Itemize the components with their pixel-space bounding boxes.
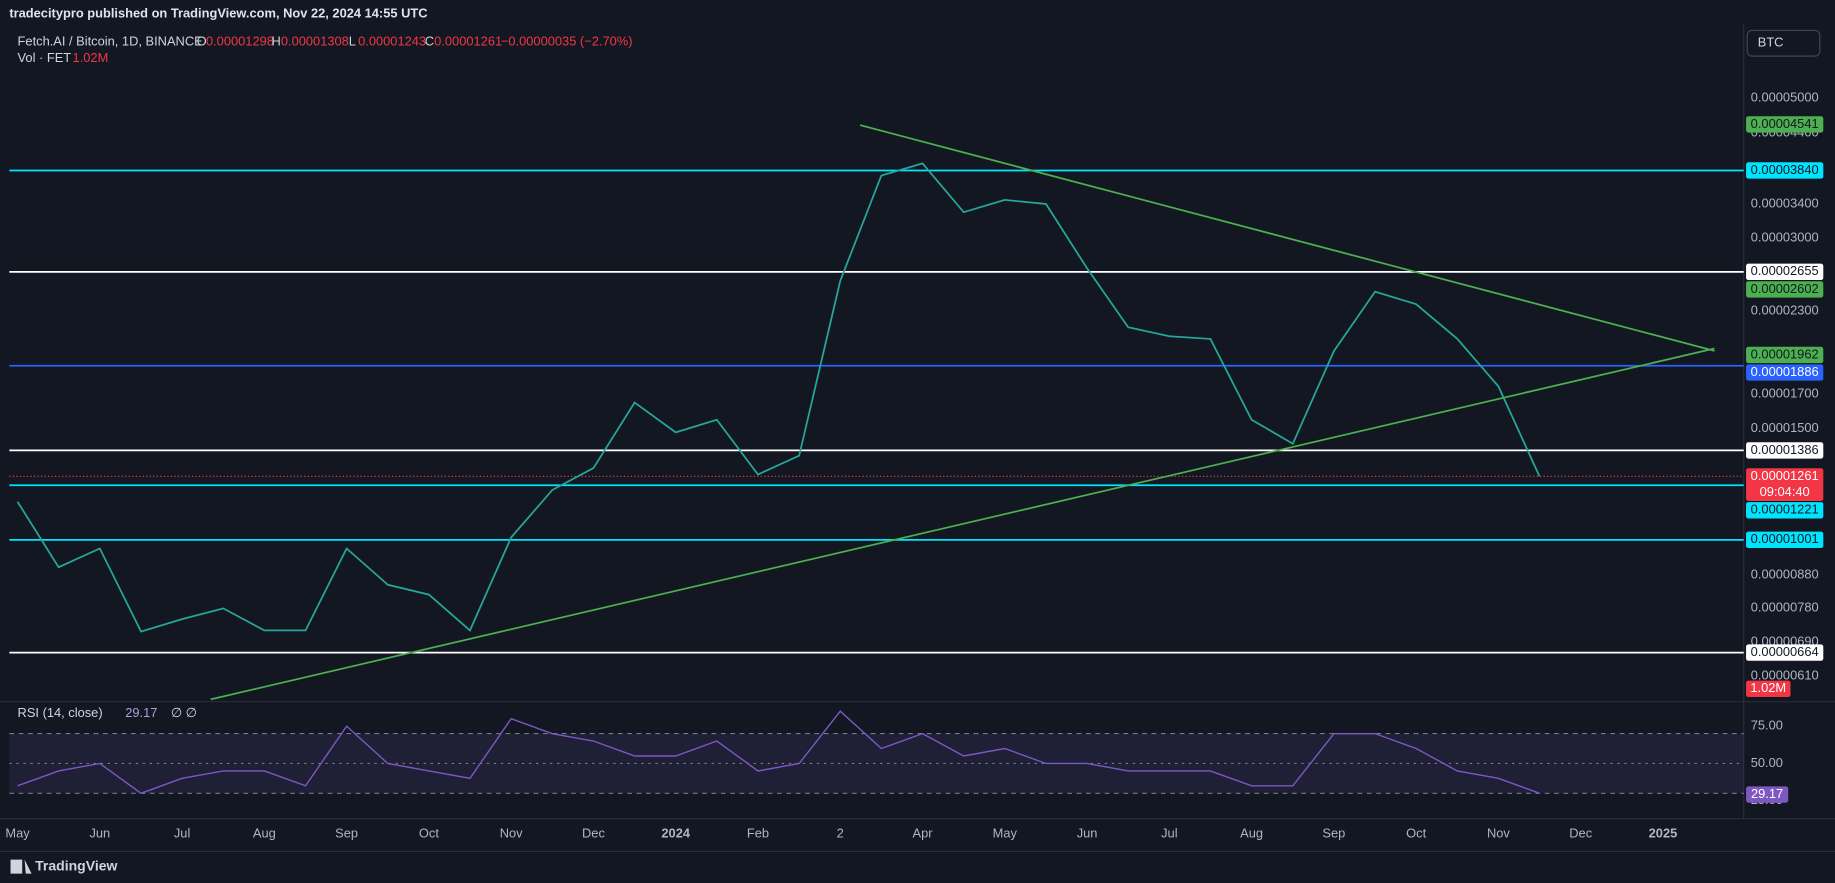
y-tick-label: 0.00003000 bbox=[1751, 230, 1819, 245]
price-badge bbox=[1746, 468, 1824, 501]
x-tick-label: 2024 bbox=[661, 825, 690, 840]
price-badge bbox=[1746, 502, 1824, 519]
logo bbox=[10, 859, 32, 874]
price-line bbox=[16, 162, 1541, 633]
footer-brand: TradingView bbox=[35, 857, 117, 873]
price-badge bbox=[1746, 263, 1824, 281]
x-tick-label: Jul bbox=[1161, 825, 1177, 840]
rsi-badge bbox=[1746, 786, 1789, 803]
rsi-line bbox=[17, 710, 1540, 795]
rsi-tick-label: 50.00 bbox=[1751, 755, 1783, 770]
symbol: Fetch.AI / Bitcoin, 1D, BINANCE bbox=[18, 33, 204, 48]
countdown: 09:04:40 bbox=[1760, 484, 1810, 499]
currency-button[interactable] bbox=[1746, 29, 1821, 57]
open: 0.00001298 bbox=[206, 33, 274, 48]
y-tick-label: 0.00001700 bbox=[1751, 386, 1819, 401]
volume-badge bbox=[1746, 680, 1791, 698]
trendline bbox=[210, 347, 1715, 701]
x-tick-label: Sep bbox=[335, 825, 358, 840]
x-tick-label: Nov bbox=[1487, 825, 1510, 840]
publisher: tradecitypro published on TradingView.co… bbox=[9, 5, 427, 20]
y-tick-label: 0.00000780 bbox=[1751, 600, 1819, 615]
price-badge-label: 0.00003840 bbox=[1751, 162, 1819, 177]
price-badge-label: 0.00004541 bbox=[1751, 116, 1819, 131]
y-tick-label: 0.00002300 bbox=[1751, 303, 1819, 318]
x-tick-label: Feb bbox=[747, 825, 769, 840]
x-tick-label: Oct bbox=[419, 825, 439, 840]
rsi-extra: ∅ ∅ bbox=[171, 705, 197, 720]
price-badge bbox=[1746, 531, 1824, 549]
price-badge-label: 0.00001962 bbox=[1751, 346, 1819, 361]
x-tick-label: Sep bbox=[1322, 825, 1345, 840]
open-label: O bbox=[197, 33, 207, 48]
rsi-value: 29.17 bbox=[125, 705, 157, 720]
rsi-tick-label: 75.00 bbox=[1751, 718, 1783, 733]
y-tick-label: 0.00000610 bbox=[1751, 667, 1819, 682]
rsi-badge-label: 29.17 bbox=[1751, 786, 1783, 801]
x-tick-label: Dec bbox=[582, 825, 605, 840]
x-tick-label: Jun bbox=[89, 825, 110, 840]
trendline bbox=[859, 124, 1715, 352]
price-badge bbox=[1746, 281, 1824, 298]
x-tick-label: Aug bbox=[253, 825, 276, 840]
x-tick-label: Apr bbox=[913, 825, 934, 840]
y-tick-label: 0.00001500 bbox=[1751, 420, 1819, 435]
x-tick-label: Jun bbox=[1077, 825, 1098, 840]
price-badge-label: 0.00001001 bbox=[1751, 531, 1819, 546]
x-tick-label: Oct bbox=[1406, 825, 1426, 840]
volume-label: Vol · FET bbox=[18, 50, 72, 65]
x-tick-label: Nov bbox=[500, 825, 523, 840]
low-label: L bbox=[349, 33, 356, 48]
x-tick-label: Aug bbox=[1240, 825, 1263, 840]
close: 0.00001261 bbox=[434, 33, 502, 48]
x-tick-label: 2 bbox=[837, 825, 844, 840]
price-badge-label: 0.00001261 bbox=[1751, 468, 1819, 483]
price-badge bbox=[1746, 162, 1824, 179]
change: −0.00000035 (−2.70%) bbox=[501, 33, 633, 48]
price-badge bbox=[1746, 116, 1824, 133]
price-badge bbox=[1746, 346, 1824, 364]
price-badge-label: 0.00001386 bbox=[1751, 442, 1819, 457]
price-badge bbox=[1746, 364, 1824, 381]
price-badge-label: 0.00000664 bbox=[1751, 644, 1819, 659]
y-tick-label: 0.00000880 bbox=[1751, 567, 1819, 582]
price-badge-label: 0.00002602 bbox=[1751, 281, 1819, 296]
x-tick-label: Jul bbox=[174, 825, 190, 840]
x-tick-label: May bbox=[993, 825, 1018, 840]
price-badge-label: 0.00001221 bbox=[1751, 502, 1819, 517]
price-badge bbox=[1746, 644, 1824, 661]
price-badge-label: 0.00001886 bbox=[1751, 364, 1819, 379]
high: 0.00001308 bbox=[281, 33, 349, 48]
price-badge bbox=[1746, 442, 1824, 459]
currency-label[interactable]: BTC bbox=[1758, 35, 1784, 50]
volume-badge-label: 1.02M bbox=[1750, 680, 1786, 695]
x-tick-label: 2025 bbox=[1649, 825, 1678, 840]
low: 0.00001243 bbox=[358, 33, 426, 48]
x-tick-label: Dec bbox=[1569, 825, 1592, 840]
volume: 1.02M bbox=[73, 50, 109, 65]
rsi-title: RSI (14, close) bbox=[18, 705, 103, 720]
close-label: C bbox=[425, 33, 434, 48]
price-badge-label: 0.00002655 bbox=[1751, 263, 1819, 278]
y-tick-label: 0.00003400 bbox=[1751, 195, 1819, 210]
x-tick-label: May bbox=[5, 825, 30, 840]
high-label: H bbox=[272, 33, 281, 48]
y-tick-label: 0.00005000 bbox=[1751, 89, 1819, 104]
